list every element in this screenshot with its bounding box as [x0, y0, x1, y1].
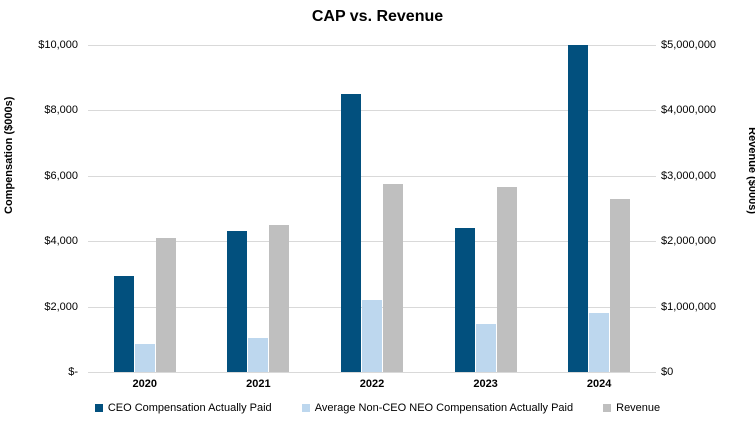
bar [454, 228, 475, 372]
axis-tick-label: $8,000 [44, 104, 78, 117]
legend-item: CEO Compensation Actually Paid [94, 402, 272, 414]
bar [155, 237, 176, 372]
bar-group-2020 [88, 45, 202, 372]
bar-group-2023 [429, 45, 543, 372]
axis-tick-label: $0 [661, 366, 674, 378]
legend-label: Average Non-CEO NEO Compensation Actuall… [314, 402, 574, 414]
axis-tick-label: $1,000,000 [661, 300, 717, 313]
x-axis-label: 2023 [473, 378, 498, 390]
legend-item: Average Non-CEO NEO Compensation Actuall… [301, 402, 574, 414]
bar [340, 94, 361, 372]
gridline [88, 372, 656, 373]
legend: CEO Compensation Actually Paid Average No… [0, 402, 755, 414]
gridline [88, 110, 656, 112]
legend-label: CEO Compensation Actually Paid [107, 402, 272, 414]
axis-tick-label: $- [68, 366, 78, 378]
bar [248, 337, 269, 372]
bar [227, 231, 248, 372]
bar [113, 275, 134, 372]
legend-marker-icon [603, 404, 612, 412]
axis-tick-label: $4,000,000 [661, 104, 717, 117]
x-axis-label: 2020 [132, 378, 158, 390]
bar [475, 323, 496, 372]
legend-label: Revenue [616, 402, 661, 414]
bar [361, 300, 382, 372]
bar [610, 198, 631, 372]
x-axis-label: 2022 [359, 378, 385, 390]
gridline [88, 175, 656, 177]
plot-area [88, 45, 656, 373]
bar [568, 45, 589, 372]
bar [134, 344, 155, 372]
gridline [88, 45, 656, 46]
axis-tick-label: $2,000 [44, 300, 78, 313]
bar [382, 183, 403, 372]
bar [269, 224, 290, 372]
x-axis-labels: 2020 2021 2022 2023 2024 [88, 378, 656, 390]
bar-group-2024 [542, 45, 656, 372]
bar [589, 313, 610, 372]
gridline [88, 241, 656, 243]
x-axis-label: 2021 [246, 378, 271, 390]
bar-group-2022 [315, 45, 429, 372]
bar-groups [88, 45, 656, 372]
axis-tick-label: $3,000,000 [661, 169, 717, 182]
right-axis-tick-labels: $0 $1,000,000 $2,000,000 $3,000,000 $4,000,0… [661, 39, 751, 378]
bar [496, 187, 517, 372]
bar-group-2021 [202, 45, 316, 372]
legend-marker-icon [94, 404, 103, 412]
legend-marker-icon [301, 404, 310, 412]
axis-tick-label: $10,000 [38, 39, 78, 51]
axis-tick-label: $5,000,000 [661, 39, 717, 51]
axis-tick-label: $2,000,000 [661, 235, 717, 248]
chart-title: CAP vs. Revenue [311, 8, 444, 25]
legend-item: Revenue [603, 402, 660, 414]
x-axis-label: 2024 [586, 378, 612, 390]
left-axis-tick-labels: $- $2,000 $4,000 $6,000 $8,000 $10,000 [0, 39, 78, 378]
axis-tick-label: $6,000 [44, 169, 78, 182]
axis-tick-label: $4,000 [44, 235, 78, 248]
